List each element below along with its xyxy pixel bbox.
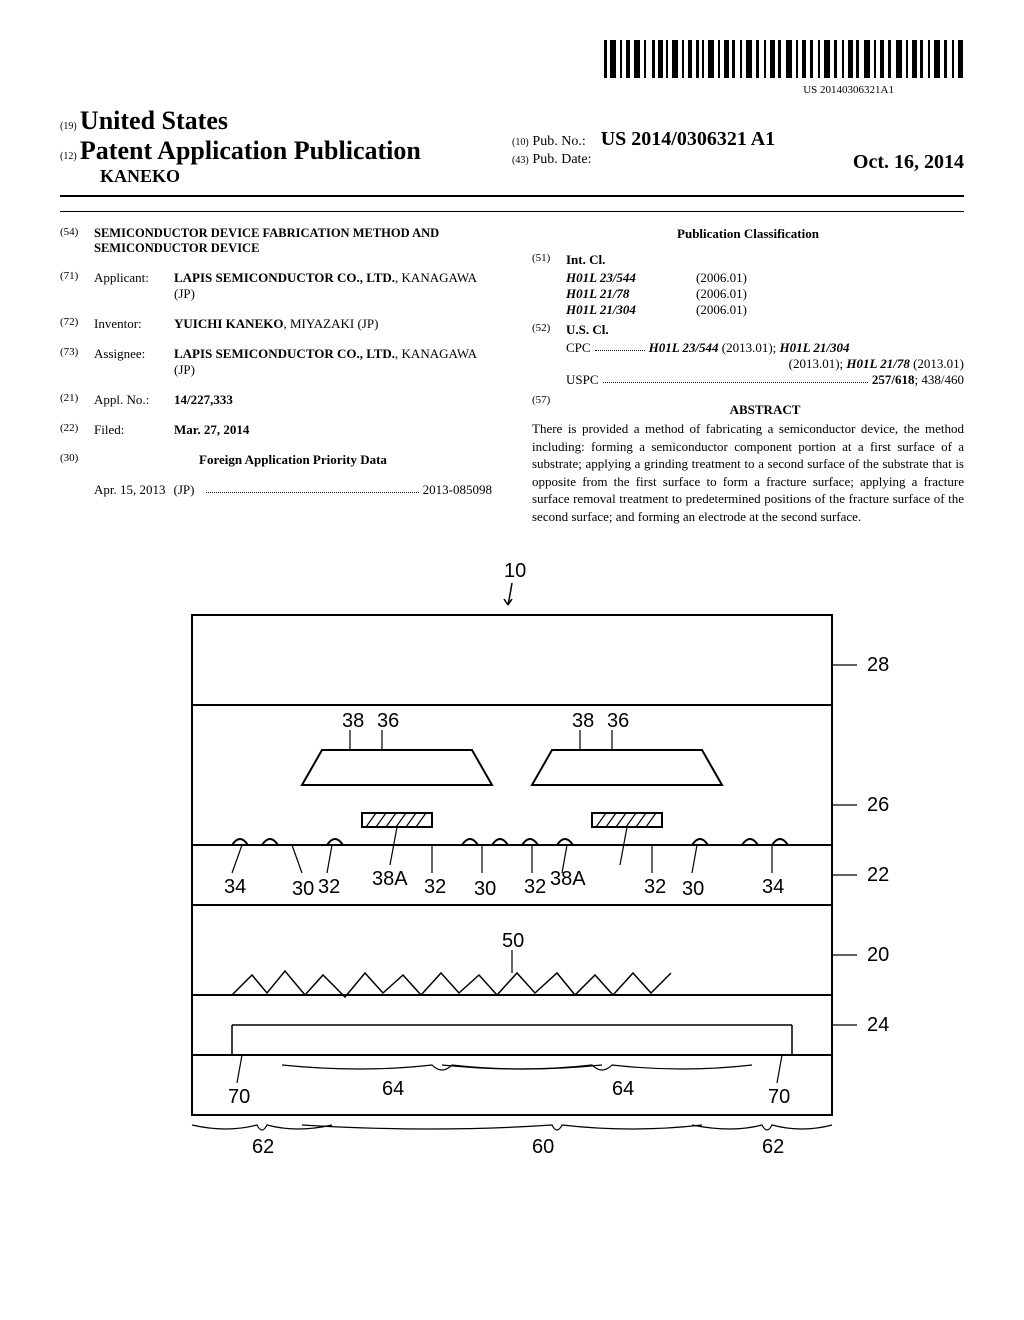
svg-text:36: 36	[607, 710, 629, 732]
abstract-header: ABSTRACT	[566, 402, 964, 418]
pub-no-value: US 2014/0306321 A1	[601, 128, 775, 150]
label-applno: Appl. No.:	[94, 392, 174, 408]
svg-text:70: 70	[228, 1086, 250, 1108]
svg-text:32: 32	[318, 876, 340, 898]
intcl-0-code: H01L 23/544	[566, 270, 696, 286]
svg-text:70: 70	[768, 1086, 790, 1108]
priority-country: (JP)	[174, 482, 195, 498]
svg-text:38: 38	[572, 710, 594, 732]
svg-text:34: 34	[762, 876, 784, 898]
svg-text:62: 62	[252, 1136, 274, 1155]
barcode	[60, 40, 964, 82]
pub-type: Patent Application Publication	[80, 136, 421, 165]
intcl-0-year: (2006.01)	[696, 270, 747, 286]
cpc-1: H01L 23/544	[649, 340, 719, 355]
filed-value: Mar. 27, 2014	[174, 422, 492, 438]
code-22: (22)	[60, 422, 94, 434]
svg-text:26: 26	[867, 794, 889, 816]
uspc-label: USPC	[566, 372, 599, 388]
figure-svg: 10	[132, 555, 892, 1155]
pub-no-label: Pub. No.:	[532, 134, 585, 149]
svg-text:64: 64	[612, 1078, 634, 1100]
svg-text:32: 32	[644, 876, 666, 898]
intcl-1-year: (2006.01)	[696, 286, 747, 302]
abstract-text: There is provided a method of fabricatin…	[532, 420, 964, 525]
svg-text:62: 62	[762, 1136, 784, 1155]
assignee-name: LAPIS SEMICONDUCTOR CO., LTD.	[174, 346, 395, 361]
country: United States	[80, 106, 228, 135]
patent-figure: 10	[60, 555, 964, 1159]
svg-text:64: 64	[382, 1078, 404, 1100]
right-column: Publication Classification (51) Int. Cl.…	[532, 226, 964, 525]
inventor-name: YUICHI KANEKO	[174, 316, 283, 331]
label-applicant: Applicant:	[94, 270, 174, 286]
intcl-2-code: H01L 21/304	[566, 302, 696, 318]
svg-text:32: 32	[424, 876, 446, 898]
dotted-leader	[603, 372, 868, 383]
inventor-suffix: , MIYAZAKI (JP)	[283, 316, 378, 331]
priority-header: Foreign Application Priority Data	[94, 452, 492, 468]
label-uscl: U.S. Cl.	[566, 322, 609, 338]
applicant-name: LAPIS SEMICONDUCTOR CO., LTD.	[174, 270, 395, 285]
uspc-suffix: ; 438/460	[915, 372, 964, 387]
code-12: (12)	[60, 151, 77, 162]
svg-text:30: 30	[682, 878, 704, 900]
cpc-1-suffix: (2013.01);	[719, 340, 780, 355]
pub-date-value: Oct. 16, 2014	[853, 151, 964, 174]
intcl-2-year: (2006.01)	[696, 302, 747, 318]
left-column: (54) SEMICONDUCTOR DEVICE FABRICATION ME…	[60, 226, 492, 525]
svg-text:60: 60	[532, 1136, 554, 1155]
code-52: (52)	[532, 322, 566, 334]
code-10: (10)	[512, 137, 529, 148]
svg-text:50: 50	[502, 930, 524, 952]
priority-number: 2013-085098	[423, 482, 492, 498]
code-19: (19)	[60, 121, 77, 132]
code-72: (72)	[60, 316, 94, 328]
svg-text:24: 24	[867, 1014, 889, 1036]
divider-thin	[60, 211, 964, 212]
dotted-leader	[206, 482, 418, 493]
svg-text:30: 30	[474, 878, 496, 900]
cpc-3: H01L 21/78	[846, 356, 909, 371]
svg-text:22: 22	[867, 864, 889, 886]
divider-thick	[60, 195, 964, 197]
svg-text:32: 32	[524, 876, 546, 898]
code-54: (54)	[60, 226, 94, 238]
cpc-3-suffix: (2013.01)	[910, 356, 964, 371]
title: SEMICONDUCTOR DEVICE FABRICATION METHOD …	[94, 226, 492, 256]
cpc-line2-prefix: (2013.01);	[789, 356, 847, 371]
intcl-1-code: H01L 21/78	[566, 286, 696, 302]
code-71: (71)	[60, 270, 94, 282]
code-43: (43)	[512, 155, 529, 166]
priority-date: Apr. 15, 2013	[94, 482, 166, 498]
svg-text:20: 20	[867, 944, 889, 966]
code-21: (21)	[60, 392, 94, 404]
barcode-text: US 20140306321A1	[60, 84, 964, 96]
code-73: (73)	[60, 346, 94, 358]
svg-text:34: 34	[224, 876, 246, 898]
pub-date-label: Pub. Date:	[532, 152, 591, 167]
svg-text:10: 10	[504, 560, 526, 582]
cpc-2: H01L 21/304	[780, 340, 850, 355]
cpc-label: CPC	[566, 340, 591, 356]
barcode-svg	[604, 40, 964, 78]
label-filed: Filed:	[94, 422, 174, 438]
svg-text:38A: 38A	[372, 868, 408, 890]
code-57: (57)	[532, 394, 566, 406]
svg-text:38: 38	[342, 710, 364, 732]
svg-text:38A: 38A	[550, 868, 586, 890]
label-intcl: Int. Cl.	[566, 252, 605, 268]
svg-text:30: 30	[292, 878, 314, 900]
svg-text:28: 28	[867, 654, 889, 676]
classification-header: Publication Classification	[532, 226, 964, 242]
label-assignee: Assignee:	[94, 346, 174, 362]
dotted-leader	[595, 340, 645, 351]
author: KANEKO	[100, 166, 512, 187]
code-30: (30)	[60, 452, 94, 464]
uspc-value: 257/618	[872, 372, 915, 387]
code-51: (51)	[532, 252, 566, 264]
applno-value: 14/227,333	[174, 392, 492, 408]
svg-text:36: 36	[377, 710, 399, 732]
label-inventor: Inventor:	[94, 316, 174, 332]
